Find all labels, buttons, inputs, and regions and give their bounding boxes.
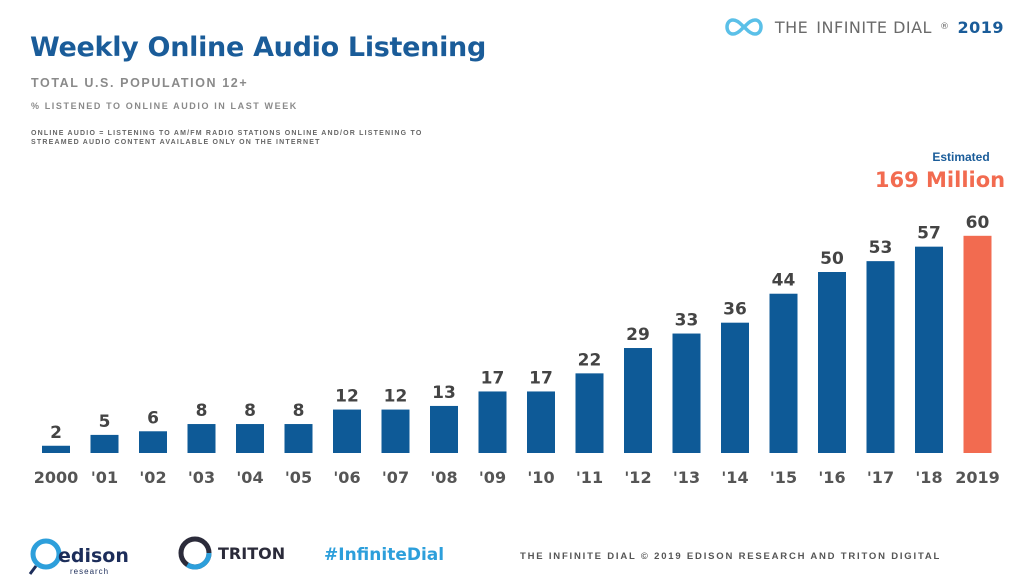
brand-registered-mark: ® — [939, 22, 950, 32]
data-label-7: 12 — [384, 387, 408, 407]
hashtag: #InfiniteDial — [324, 545, 445, 565]
data-label-6: 12 — [335, 387, 359, 407]
bar-15 — [769, 293, 798, 453]
bar-13 — [672, 333, 701, 453]
data-label-11: 22 — [578, 350, 602, 370]
population-subtitle: TOTAL U.S. POPULATION 12+ — [31, 76, 249, 90]
triton-ring-icon — [178, 536, 212, 570]
x-tick-label-18: '18 — [915, 468, 942, 487]
data-label-16: 50 — [820, 249, 844, 269]
bar-2 — [139, 431, 167, 453]
x-tick-label-4: '04 — [236, 468, 263, 487]
bar-9 — [478, 391, 507, 453]
edison-logo — [28, 532, 68, 581]
triton-logo: TRITON — [177, 535, 285, 571]
x-tick-label-11: '11 — [576, 468, 603, 487]
brand-year: 2019 — [957, 17, 1004, 37]
brand-name: INFINITE DIAL — [816, 17, 932, 37]
x-tick-label-5: '05 — [285, 468, 312, 487]
infinite-dial-brand: THE INFINITE DIAL ® 2019 — [721, 16, 1004, 38]
bar-7 — [381, 409, 410, 453]
x-tick-label-6: '06 — [333, 468, 360, 487]
data-label-10: 17 — [529, 368, 553, 388]
bar-11 — [575, 373, 604, 453]
edison-swirl-icon — [28, 538, 62, 575]
measure-label: % LISTENED TO ONLINE AUDIO IN LAST WEEK — [31, 101, 298, 111]
bar-8 — [430, 405, 458, 453]
bar-18 — [915, 246, 943, 453]
estimate-label: Estimated — [932, 150, 990, 164]
online-audio-definition: ONLINE AUDIO = LISTENING TO AM/FM RADIO … — [31, 130, 423, 146]
bar-16 — [818, 272, 846, 453]
data-label-14: 36 — [723, 300, 747, 320]
bar-1 — [90, 434, 119, 453]
chart-title: Weekly Online Audio Listening — [30, 32, 486, 63]
edison-name: edison — [58, 545, 129, 567]
x-tick-label-9: '09 — [479, 468, 506, 487]
data-label-15: 44 — [772, 271, 796, 291]
x-tick-label-7: '07 — [382, 468, 409, 487]
data-label-8: 13 — [432, 383, 456, 403]
x-tick-label-13: '13 — [673, 468, 700, 487]
brand-prefix: THE — [774, 17, 809, 37]
data-label-5: 8 — [293, 401, 305, 421]
copyright-footer: THE INFINITE DIAL © 2019 EDISON RESEARCH… — [520, 551, 942, 562]
data-label-4: 8 — [244, 401, 256, 421]
bar-3 — [187, 424, 216, 453]
data-label-13: 33 — [675, 311, 699, 331]
data-label-3: 8 — [196, 401, 208, 421]
bar-17 — [866, 261, 895, 453]
data-label-12: 29 — [626, 325, 650, 345]
x-tick-label-8: '08 — [430, 468, 457, 487]
x-tick-label-15: '15 — [770, 468, 797, 487]
data-label-0: 2 — [50, 423, 62, 443]
bar-6 — [333, 409, 361, 453]
data-label-18: 57 — [917, 224, 941, 244]
x-tick-label-12: '12 — [624, 468, 651, 487]
data-label-1: 5 — [99, 412, 111, 432]
x-tick-label-19: 2019 — [955, 468, 1000, 487]
bar-5 — [284, 424, 313, 453]
data-label-17: 53 — [869, 238, 893, 258]
x-tick-label-16: '16 — [818, 468, 845, 487]
bar-0 — [42, 445, 70, 453]
x-tick-label-14: '14 — [721, 468, 748, 487]
bar-19 — [963, 235, 992, 453]
x-tick-label-10: '10 — [527, 468, 554, 487]
bar-4 — [236, 424, 264, 453]
edison-subtext: research — [70, 567, 110, 576]
x-tick-label-17: '17 — [867, 468, 894, 487]
estimate-value: 169 Million — [874, 168, 1006, 192]
data-label-9: 17 — [481, 368, 505, 388]
bar-10 — [527, 391, 555, 453]
x-tick-label-0: 2000 — [34, 468, 79, 487]
data-label-2: 6 — [147, 408, 159, 428]
bar-14 — [721, 322, 749, 453]
x-tick-label-1: '01 — [91, 468, 118, 487]
x-tick-label-2: '02 — [139, 468, 166, 487]
triton-name: TRITON — [218, 543, 286, 563]
bar-12 — [624, 348, 652, 453]
data-label-19: 60 — [966, 213, 990, 233]
infinity-logo-icon — [725, 18, 763, 36]
x-tick-label-3: '03 — [188, 468, 215, 487]
